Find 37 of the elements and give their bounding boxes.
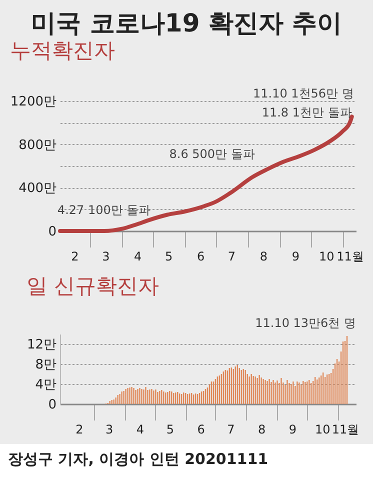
- x-tick-label: 9: [288, 422, 297, 436]
- y-tick-label: 800만: [18, 138, 56, 153]
- chart-subtitle: 누적확진자: [10, 38, 115, 63]
- x-tick-label: 5: [164, 250, 173, 264]
- x-tick-label: 10: [318, 250, 334, 264]
- annotation: 4.27 100만 돌파: [57, 203, 151, 218]
- x-tick-label: 8: [258, 422, 266, 436]
- annotation: 8.6 500만 돌파: [169, 146, 255, 161]
- y-tick-label: 12만: [26, 338, 56, 352]
- x-tick-label: 4: [136, 422, 144, 436]
- x-tick-label: 3: [102, 250, 110, 264]
- x-tick-label: 7: [227, 422, 235, 436]
- x-tick-label: 8: [260, 250, 268, 264]
- chart-title: 미국 코로나19 확진자 추이: [31, 8, 342, 38]
- x-tick-label: 2: [71, 250, 79, 264]
- y-tick-label: 1200만: [10, 94, 56, 110]
- y-tick-label: 0: [48, 398, 56, 412]
- y-tick-label: 400만: [18, 181, 56, 196]
- x-tick-label: 6: [197, 422, 205, 436]
- x-tick-label: 5: [166, 422, 174, 436]
- y-tick-label: 0: [48, 224, 56, 240]
- text: 11.10 13만6천 명: [255, 316, 356, 330]
- x-tick-label: 3: [106, 422, 114, 436]
- x-tick-label: 6: [196, 250, 205, 264]
- x-tick-label: 2: [76, 422, 84, 436]
- x-tick-label: 11월: [332, 422, 360, 436]
- x-tick-label: 9: [292, 250, 300, 264]
- x-tick-label: 7: [228, 250, 236, 264]
- x-tick-label: 10: [314, 422, 330, 436]
- y-tick-label: 8만: [35, 358, 56, 372]
- y-tick-label: 4만: [35, 378, 56, 392]
- annotation: 11.8 1천만 돌파: [262, 106, 352, 120]
- annotation: 11.10 1천56만 명: [252, 86, 354, 101]
- text: 장성구 기자, 이경아 인턴 20201111: [7, 449, 270, 470]
- chart-title: 일 신규확진자: [26, 274, 160, 298]
- x-tick-label: 11월: [336, 250, 364, 264]
- x-tick-label: 4: [134, 250, 142, 264]
